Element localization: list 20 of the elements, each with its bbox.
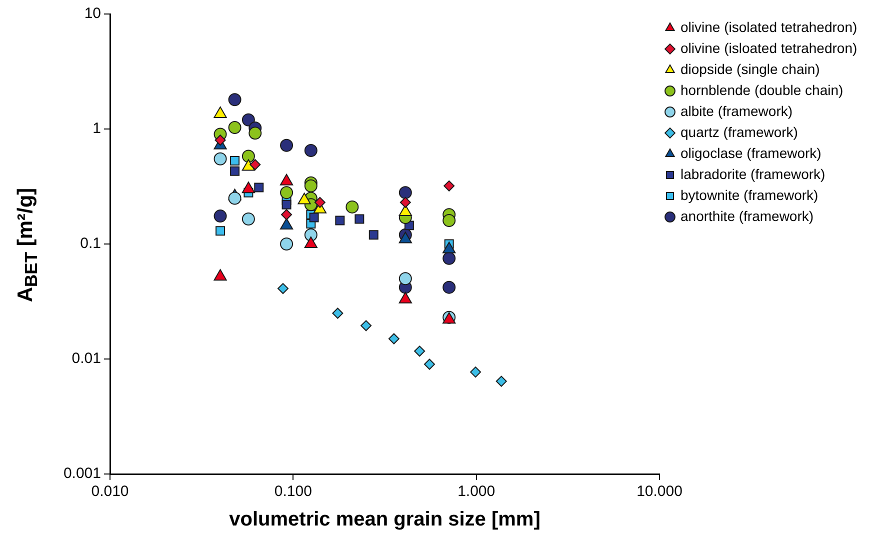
legend-label: anorthite (framework) [680,208,814,224]
legend-label: diopside (single chain) [680,60,820,77]
legend-label: labradorite (framework) [680,166,826,182]
legend-label: olivine (isloated tetrahedron) [680,40,858,56]
y-tick-label: 0.001 [63,465,101,482]
legend-label: olivine (isolated tetrahedron) [680,18,858,35]
legend-label: oligoclase (framework) [680,144,822,161]
y-tick-label: 0.01 [72,350,101,368]
x-tick-label: 1.000 [458,483,496,500]
x-tick-label: 0.010 [91,483,129,500]
y-tick-label: 10 [84,5,101,22]
y-tick-label: 1 [92,120,101,138]
legend-label: bytownite (framework) [680,186,818,203]
legend-label: quartz (framework) [680,124,798,140]
y-tick-label: 0.1 [80,235,101,252]
x-tick-label: 10.000 [636,483,682,500]
legend-label: hornblende (double chain) [680,82,844,98]
legend-label: albite (framework) [680,102,793,119]
x-tick-label: 0.100 [274,483,312,500]
x-axis-title: volumetric mean grain size [mm] [229,508,540,531]
